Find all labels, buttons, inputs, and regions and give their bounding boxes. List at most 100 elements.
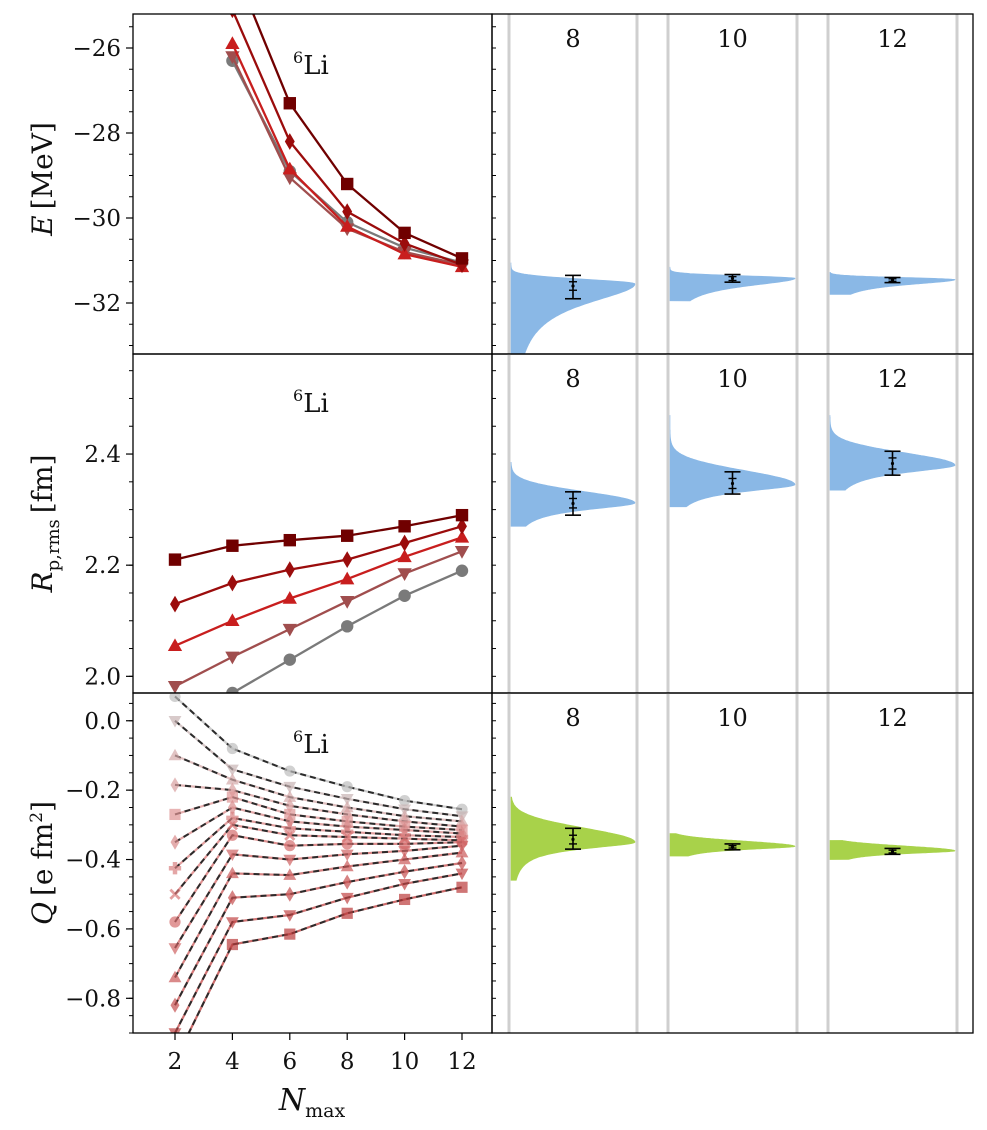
series-10 [168, 845, 469, 983]
data-point [341, 177, 354, 191]
y-tick-label: −0.8 [65, 986, 121, 1012]
data-point [397, 549, 412, 563]
data-point [168, 943, 182, 955]
data-point [225, 773, 239, 785]
data-point [284, 829, 296, 841]
data-point [282, 172, 297, 186]
data-point [342, 806, 352, 822]
data-point [283, 790, 297, 802]
y-axis-label: Rp,rms [fm] [26, 454, 64, 593]
x-tick-label: 2 [168, 1049, 183, 1075]
data-point [225, 917, 239, 929]
data-point [455, 564, 469, 577]
series-fit-line [174, 754, 463, 823]
nucleus-mass: 6 [293, 48, 303, 67]
nucleus-label: 6Li [293, 48, 329, 81]
data-point [340, 571, 355, 585]
distribution-10 [669, 266, 796, 302]
data-point [454, 529, 470, 543]
data-point [399, 534, 410, 552]
data-point [340, 794, 354, 806]
data-point [455, 508, 469, 522]
data-point [226, 539, 239, 552]
data-point [399, 893, 411, 906]
data-point [340, 219, 355, 232]
data-point [226, 829, 238, 841]
data-point [455, 845, 469, 858]
series-line [174, 514, 463, 561]
x-tick-label: 8 [340, 1049, 355, 1075]
series-4 [252, 14, 469, 265]
data-point [398, 589, 411, 602]
series-3 [170, 517, 467, 613]
data-point [225, 849, 239, 862]
data-point [170, 997, 180, 1013]
data-point [399, 235, 410, 252]
distribution-12 [829, 272, 956, 295]
data-point [168, 748, 182, 761]
data-point [169, 808, 181, 821]
data-point [226, 811, 239, 825]
data-point [398, 846, 412, 858]
error-bar [884, 450, 901, 476]
data-point [283, 97, 296, 110]
series-2 [167, 529, 470, 652]
error-bar-center [890, 278, 895, 282]
data-point [455, 868, 469, 881]
nucleus-mass: 6 [293, 386, 303, 405]
data-point [341, 838, 353, 850]
y-tick-label: 2.4 [84, 442, 121, 468]
nucleus-symbol: Li [303, 389, 329, 419]
data-point [284, 561, 295, 578]
series-13 [187, 881, 468, 1033]
data-point [341, 620, 354, 633]
series-0 [226, 564, 469, 693]
series-fit-line [174, 844, 463, 949]
series-line [174, 861, 463, 1006]
data-point [341, 825, 354, 838]
data-point [284, 840, 296, 852]
data-point [341, 907, 353, 919]
data-point [341, 529, 354, 542]
series-6 [168, 811, 469, 875]
data-point [282, 591, 297, 604]
y-axis-label: Q [e fm2] [26, 801, 59, 925]
data-point [168, 715, 182, 728]
y-label-sub: p,rms [43, 519, 64, 571]
column-label: 12 [877, 704, 908, 732]
series-5 [170, 799, 467, 850]
data-point [340, 849, 354, 862]
data-point [283, 781, 297, 794]
x-axis-label: Nmax [278, 1083, 346, 1122]
panel-radius: 6Li 2.0 2.2 2.4 Rp,rms [fm] 8 10 12 [26, 353, 974, 694]
error-bar [724, 843, 741, 851]
distribution-8 [510, 262, 636, 354]
data-point [340, 800, 354, 813]
left-plot [168, 693, 469, 1033]
error-bar-center [730, 845, 735, 849]
x-tick-label: 4 [225, 1049, 240, 1075]
data-point [225, 613, 240, 627]
series-fit-line [174, 816, 463, 869]
y-label-main: R [26, 571, 59, 593]
column-label: 12 [877, 25, 908, 53]
series-0 [169, 693, 468, 815]
series-8 [169, 829, 468, 928]
series-fit-line [174, 720, 463, 818]
y-label-main: E [26, 215, 59, 236]
data-point [225, 651, 240, 665]
data-point [283, 822, 296, 835]
series-fit-line [174, 695, 463, 811]
y-label-unit-sup: 2 [27, 812, 47, 823]
y-axis-label: E [MeV] [26, 122, 59, 237]
data-point [283, 533, 296, 547]
series-3 [170, 777, 467, 835]
series-4 [169, 791, 468, 836]
data-point [341, 781, 353, 793]
data-point [342, 874, 352, 890]
column-label: 8 [565, 704, 580, 732]
data-point [168, 1028, 182, 1033]
error-bar [565, 491, 581, 516]
series-line [174, 550, 463, 688]
error-bar-center [571, 501, 575, 506]
